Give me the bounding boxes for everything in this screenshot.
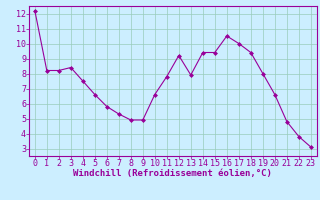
X-axis label: Windchill (Refroidissement éolien,°C): Windchill (Refroidissement éolien,°C)	[73, 169, 272, 178]
